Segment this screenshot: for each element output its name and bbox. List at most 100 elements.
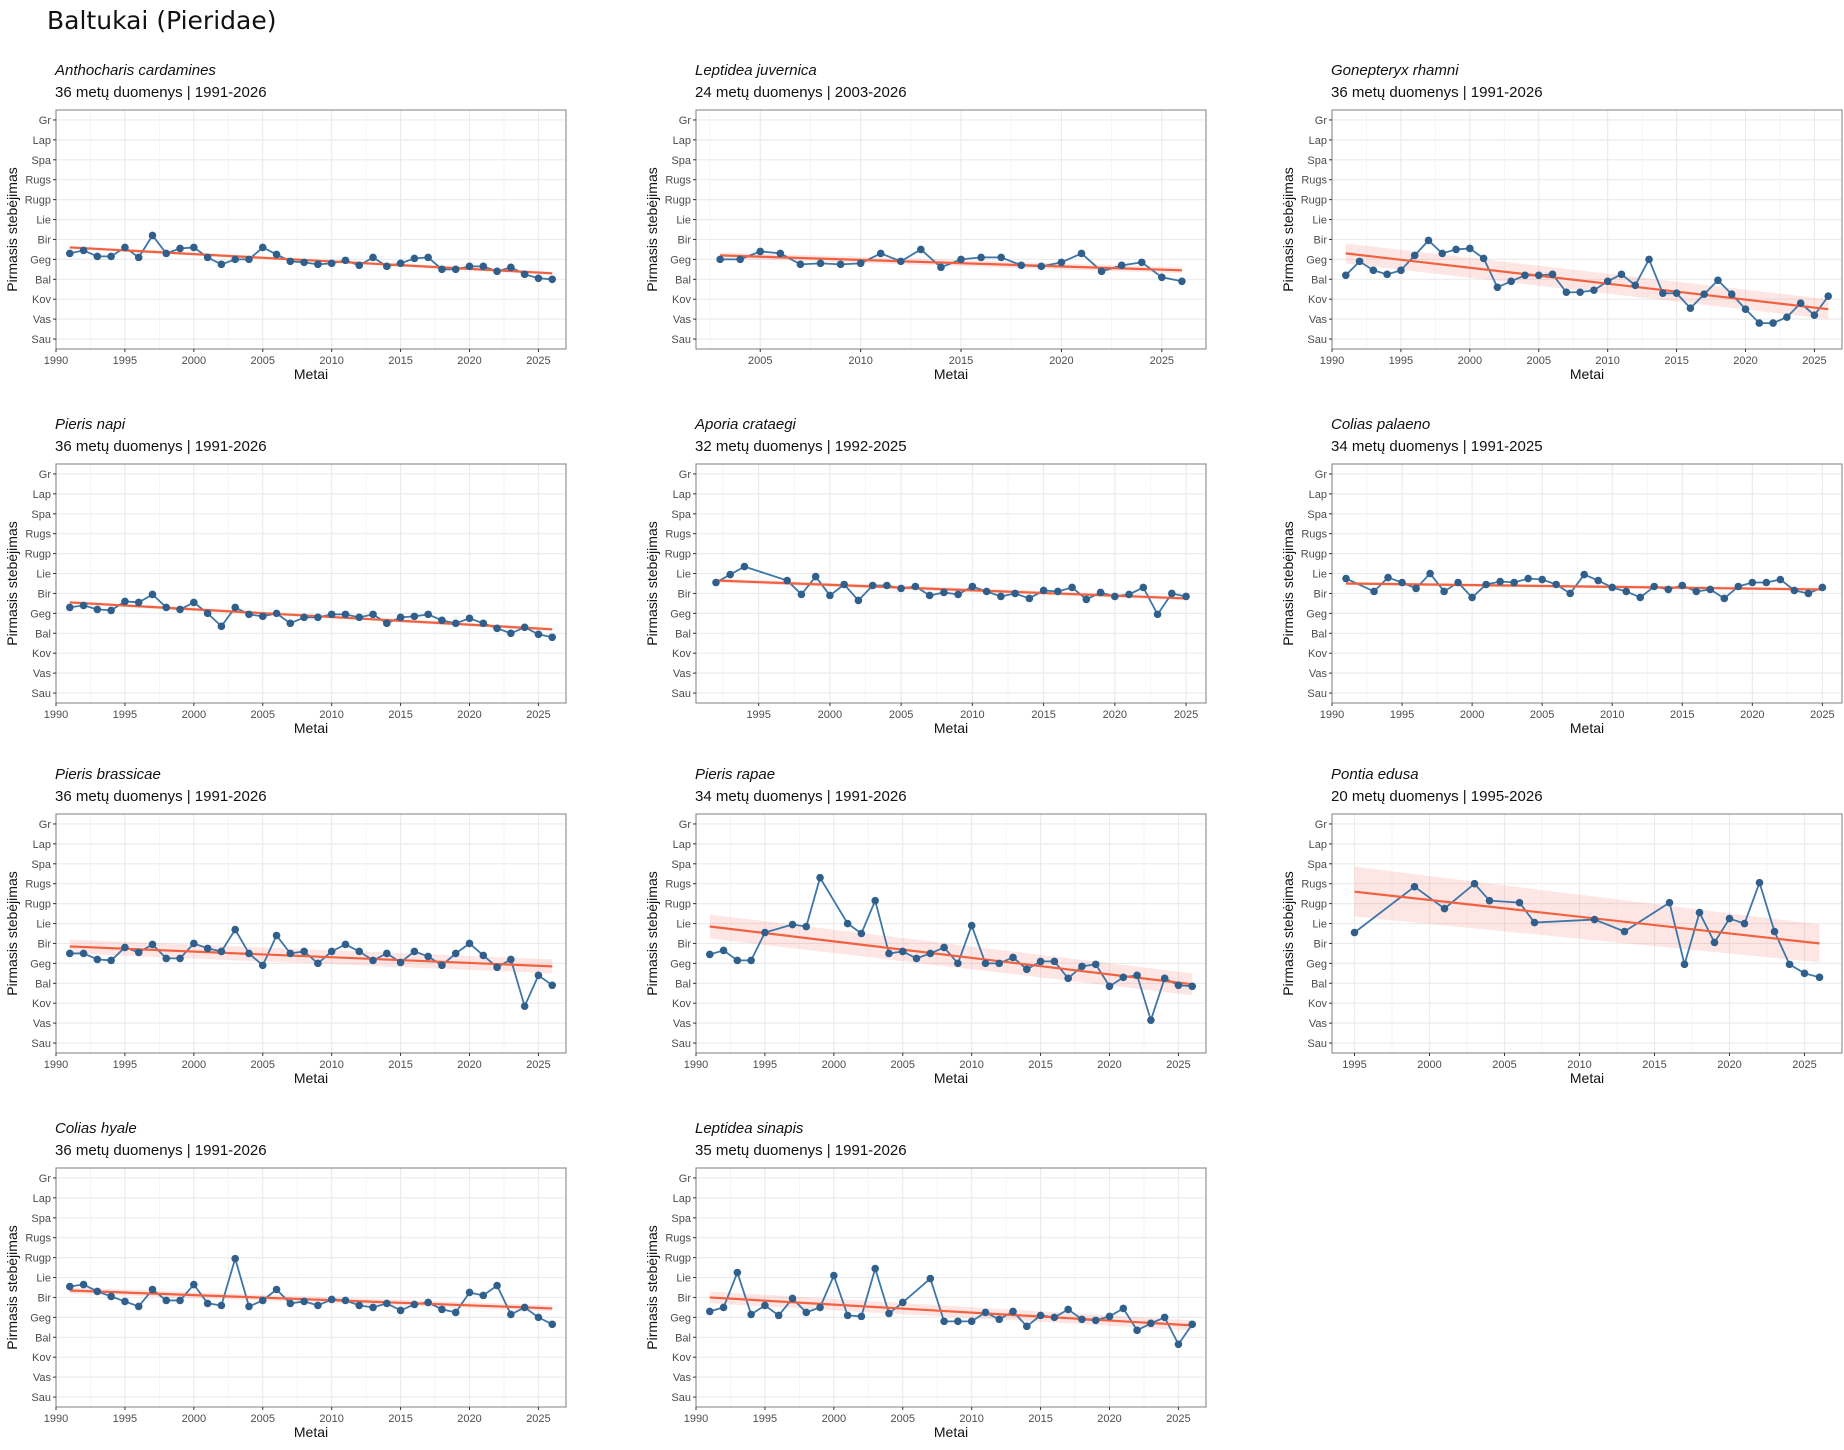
data-point xyxy=(520,270,529,279)
data-point xyxy=(479,262,488,271)
x-tick-label: 2020 xyxy=(457,1059,481,1071)
data-point xyxy=(1590,915,1599,924)
data-point xyxy=(1706,585,1715,594)
data-point xyxy=(1023,1322,1031,1331)
x-tick-label: 2000 xyxy=(182,1059,206,1071)
data-point xyxy=(925,591,934,600)
y-tick-label: Geg xyxy=(670,608,691,620)
data-point xyxy=(1620,927,1629,936)
x-axis-title: Metai xyxy=(934,366,968,382)
data-point xyxy=(176,1296,184,1305)
data-point xyxy=(534,274,543,283)
data-point xyxy=(286,619,295,628)
data-point xyxy=(410,254,419,263)
panel-title: Aporia crataegi xyxy=(695,416,796,433)
data-point xyxy=(93,1287,102,1296)
data-point xyxy=(383,949,391,958)
data-point xyxy=(705,1307,714,1316)
plot-background xyxy=(56,110,566,349)
x-tick-label: 2020 xyxy=(1717,1059,1741,1071)
data-point xyxy=(783,576,791,585)
data-point xyxy=(1105,1312,1114,1321)
chart-svg: Sau Vas Kov Bal Geg Bir Lie Rugp Rugs Spa Lap Gr 199… xyxy=(4,463,567,736)
data-point xyxy=(1064,1305,1072,1314)
x-tick-label: 1990 xyxy=(684,1413,708,1425)
y-axis-title: Pirmasis stebėjimas xyxy=(644,871,660,995)
data-point xyxy=(1117,261,1126,270)
data-point xyxy=(272,609,281,618)
data-point xyxy=(1566,589,1574,598)
y-tick-label: Kov xyxy=(32,998,51,1010)
data-point xyxy=(1188,982,1197,991)
data-point xyxy=(1178,277,1186,286)
data-point xyxy=(1755,878,1764,887)
data-point xyxy=(816,873,824,882)
y-tick-label: Sau xyxy=(31,334,51,346)
y-axis-title: Pirmasis stebėjimas xyxy=(644,167,660,291)
panel-title: Pieris napi xyxy=(55,416,126,433)
data-point xyxy=(1622,587,1631,596)
data-point xyxy=(761,928,769,937)
data-point xyxy=(1168,589,1176,598)
data-point xyxy=(272,1285,281,1294)
data-point xyxy=(747,1310,755,1319)
data-point xyxy=(1091,1316,1100,1325)
data-point xyxy=(286,257,295,266)
y-tick-label: Rugs xyxy=(1301,175,1327,187)
data-point xyxy=(1133,971,1141,980)
chart-svg: Sau Vas Kov Bal Geg Bir Lie Rugp Rugs Spa Lap Gr 199… xyxy=(4,813,567,1086)
x-tick-label: 2025 xyxy=(1810,709,1834,721)
data-point xyxy=(479,951,488,960)
data-point xyxy=(1580,570,1588,579)
panel-title: Leptidea juvernica xyxy=(695,62,817,79)
data-point xyxy=(1111,592,1119,601)
y-tick-label: Kov xyxy=(1308,998,1327,1010)
data-point xyxy=(231,925,239,934)
data-point xyxy=(1050,1313,1059,1322)
x-tick-label: 2010 xyxy=(959,1059,983,1071)
x-tick-label: 1990 xyxy=(1320,355,1344,367)
data-point xyxy=(1426,569,1434,578)
data-point xyxy=(871,896,879,905)
data-point xyxy=(705,950,714,959)
y-tick-label: Lap xyxy=(33,839,51,851)
x-tick-label: 2000 xyxy=(818,709,842,721)
panel-subtitle: 36 metų duomenys | 1991-2026 xyxy=(55,1142,267,1159)
data-point xyxy=(716,255,724,264)
x-tick-label: 1990 xyxy=(44,1059,68,1071)
data-point xyxy=(493,963,501,972)
data-point xyxy=(1452,245,1460,254)
data-point xyxy=(493,624,501,633)
y-tick-label: Kov xyxy=(32,1352,51,1364)
data-point xyxy=(995,959,1004,968)
data-point xyxy=(1530,918,1539,927)
y-tick-label: Rugp xyxy=(665,549,691,561)
chart-svg: Sau Vas Kov Bal Geg Bir Lie Rugp Rugs Spa Lap Gr 199… xyxy=(644,1167,1207,1440)
data-point xyxy=(1370,587,1378,596)
x-tick-label: 2020 xyxy=(1049,355,1073,367)
plot-border xyxy=(695,1167,1207,1408)
data-point xyxy=(1438,249,1447,258)
panel-subtitle: 35 metų duomenys | 1991-2026 xyxy=(695,1142,907,1159)
data-point xyxy=(245,610,253,619)
data-point xyxy=(520,623,529,632)
y-tick-label: Lap xyxy=(1309,839,1327,851)
data-point xyxy=(396,958,405,967)
chart-svg: Sau Vas Kov Bal Geg Bir Lie Rugp Rugs Spa Lap Gr 199… xyxy=(4,1167,567,1440)
data-point xyxy=(203,944,212,953)
y-tick-label: Bir xyxy=(678,588,692,600)
data-point xyxy=(438,961,446,970)
y-tick-label: Rugs xyxy=(665,175,691,187)
x-tick-label: 1995 xyxy=(1390,709,1414,721)
data-point xyxy=(65,949,74,958)
data-point xyxy=(465,262,474,271)
data-point xyxy=(217,622,226,631)
x-tick-label: 2025 xyxy=(526,355,550,367)
trend-line xyxy=(1345,252,1829,311)
data-point xyxy=(1748,578,1757,587)
y-tick-label: Kov xyxy=(672,648,691,660)
data-point xyxy=(1147,1319,1155,1328)
y-tick-label: Bal xyxy=(675,978,691,990)
x-tick-label: 2025 xyxy=(1150,355,1174,367)
data-point xyxy=(424,1298,432,1307)
